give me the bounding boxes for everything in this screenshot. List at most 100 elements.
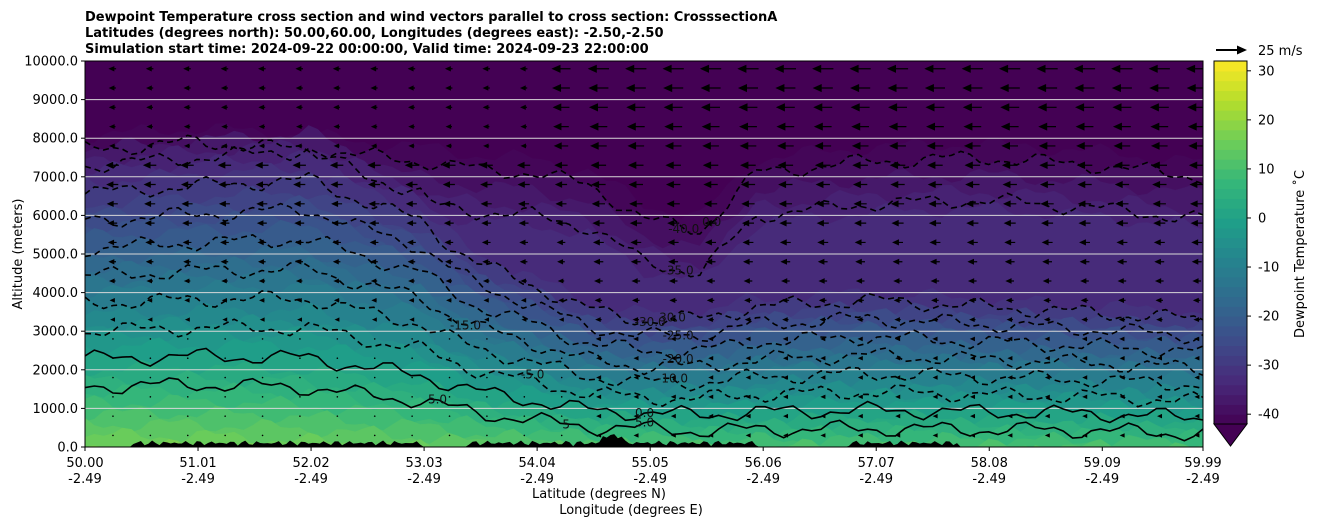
wind-vector [336, 415, 339, 417]
wind-vector [888, 122, 907, 131]
contour-line [85, 234, 1203, 360]
wind-vector [1192, 297, 1201, 303]
wind-vector [1079, 239, 1090, 246]
colorbar-segment [1214, 374, 1247, 386]
wind-vector [1041, 219, 1054, 227]
wind-vector [1119, 355, 1125, 361]
wind-vector [186, 338, 189, 340]
wind-vector [664, 141, 682, 150]
wind-vector [369, 220, 379, 227]
wind-vector [299, 396, 301, 398]
wind-vector [256, 220, 267, 227]
colorbar-segment [1214, 306, 1247, 317]
wind-vector [261, 434, 264, 437]
colorbar-tick-label: 0 [1258, 211, 1266, 226]
wind-vector [560, 357, 563, 360]
wind-vector [1044, 355, 1050, 361]
y-tick-label: 2000.0 [33, 363, 79, 378]
wind-vector [224, 357, 226, 360]
colorbar-segment [1214, 80, 1247, 92]
y-tick-label: 9000.0 [33, 93, 79, 108]
wind-vector [336, 434, 339, 437]
wind-vector [852, 180, 868, 189]
wind-vector [146, 124, 153, 130]
wind-vector [558, 297, 564, 303]
wind-vector [552, 83, 570, 93]
wind-vector [448, 434, 451, 437]
contour-label: -40.0 [668, 222, 699, 236]
wind-vector [523, 376, 526, 379]
wind-vector [1194, 413, 1200, 419]
colorbar-extend-min [1213, 423, 1248, 447]
wind-vector [705, 239, 716, 246]
wind-vector [520, 297, 527, 303]
wind-vector [1115, 219, 1128, 227]
contour-label: 0.0 [635, 406, 654, 420]
wind-vector [629, 200, 643, 208]
wind-vector [930, 278, 940, 284]
wind-key-arrow-icon [1237, 45, 1247, 55]
wind-vector [744, 297, 752, 303]
colorbar-segment [1214, 237, 1247, 249]
wind-vector [1073, 64, 1096, 73]
wind-vector [406, 220, 417, 227]
wind-vector [963, 141, 981, 150]
colorbar-tick-label: 10 [1258, 162, 1275, 177]
wind-vector [999, 64, 1021, 73]
wind-vector [368, 200, 380, 207]
wind-vector [816, 200, 830, 208]
wind-vector [590, 141, 607, 150]
wind-vector [741, 219, 754, 227]
wind-vector [924, 64, 946, 73]
wind-vector [224, 376, 226, 379]
wind-vector [1119, 336, 1125, 342]
wind-vector [518, 200, 530, 207]
wind-vector [783, 394, 789, 400]
wind-vector [184, 143, 190, 149]
wind-vector [221, 143, 228, 149]
wind-vector [519, 66, 528, 72]
wind-vector [970, 413, 976, 419]
wind-vector [855, 278, 865, 284]
wind-key: 25 m/s [1216, 44, 1303, 59]
wind-vector [665, 180, 681, 189]
wind-vector [625, 64, 647, 73]
wind-vector [625, 83, 646, 93]
x-tick-label-longitude: -2.49 [633, 472, 667, 487]
colorbar-segment [1214, 286, 1247, 298]
wind-vector [219, 220, 230, 227]
x-tick-label: 59.09 [1084, 456, 1121, 471]
wind-vector [1004, 239, 1016, 246]
wind-vector [629, 219, 642, 227]
contour-label: -10.0 [657, 372, 688, 386]
wind-vector [854, 239, 866, 246]
wind-vector [370, 124, 378, 130]
wind-vector [370, 66, 378, 72]
wind-vector [519, 259, 528, 265]
contour-line [85, 171, 1203, 326]
wind-vector [261, 376, 264, 379]
wind-vector [144, 220, 155, 227]
wind-vector [820, 394, 826, 400]
wind-vector [258, 259, 266, 265]
terrain-shape [85, 434, 1203, 447]
wind-vector [1007, 336, 1013, 342]
wind-vector [482, 259, 490, 265]
wind-vector [145, 239, 154, 246]
wind-vector [1043, 297, 1051, 303]
wind-vector [296, 143, 303, 149]
wind-vector [448, 338, 451, 340]
wind-vector [520, 124, 527, 130]
wind-vector [890, 200, 905, 208]
y-tick-label: 8000.0 [33, 132, 79, 147]
wind-vector [783, 375, 789, 380]
wind-vector [186, 396, 189, 398]
wind-vector [523, 415, 526, 417]
wind-vector [336, 357, 339, 360]
wind-vector [627, 141, 645, 150]
wind-vector [1190, 200, 1203, 208]
wind-vector [181, 200, 193, 207]
x-tick-label-longitude: -2.49 [1085, 472, 1119, 487]
wind-vector [553, 142, 569, 150]
wind-vector [1007, 394, 1013, 400]
